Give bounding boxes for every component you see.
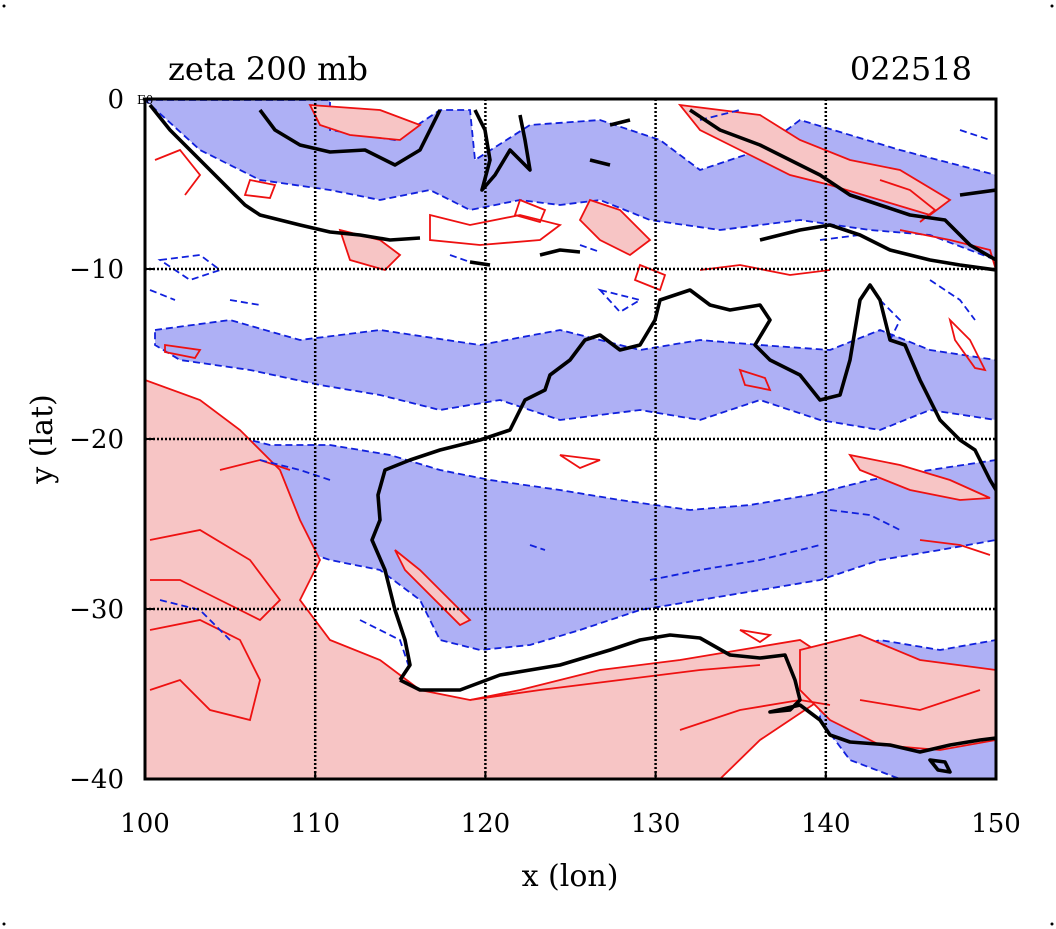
coast-islands-5 [609,118,631,127]
blue-region-band-2 [145,429,996,651]
y-tick-label: −20 [69,425,124,455]
x-tick-label: 140 [801,809,851,839]
coast-australia [370,283,996,681]
y-axis-label: y (lat) [25,394,60,484]
red-region-north-3 [578,198,652,257]
page-corner-marks [2,4,1054,926]
coast-newguinea-south [759,223,996,272]
y-tick-label: −40 [69,765,124,795]
tick-marks [145,268,827,779]
y-tick-labels: 0 −10 −20 −30 −40 [69,85,124,795]
red-region-north-2 [308,103,422,141]
x-tick-label: 110 [290,809,340,839]
coast-newguinea [689,108,996,262]
red-region-southeast [799,634,996,751]
positive-contour-lines [149,148,996,731]
y-tick-label: −30 [69,595,124,625]
x-tick-label: 120 [461,809,511,839]
coast-islands-1 [539,248,581,257]
x-tick-labels: 100 110 120 130 140 150 [120,809,1021,839]
grid [145,99,996,779]
x-axis-label: x (lon) [522,859,619,894]
y-tick-label: −10 [69,255,124,285]
coast-indonesia [148,103,421,242]
y-tick-label: 0 [107,85,124,115]
coast-tasmania [928,758,952,774]
red-region-streak-2 [394,549,472,627]
coast-islands-4 [959,188,996,197]
corner-label: E0 [137,93,153,107]
coast-borneo [258,108,442,167]
blue-region-band-1 [154,319,996,431]
coast-islands-3 [589,158,611,167]
map-timestamp: 022518 [850,50,972,88]
negative-contour-lines [149,109,991,671]
x-tick-label: 130 [631,809,681,839]
x-tick-label: 150 [971,809,1021,839]
map-title: zeta 200 mb [168,50,368,88]
coast-sulawesi [473,109,532,192]
coastline [148,103,996,774]
x-tick-label: 100 [120,809,170,839]
red-region-streak-1 [848,453,991,501]
coast-australia-south [399,633,996,754]
coast-islands-2 [469,260,491,267]
